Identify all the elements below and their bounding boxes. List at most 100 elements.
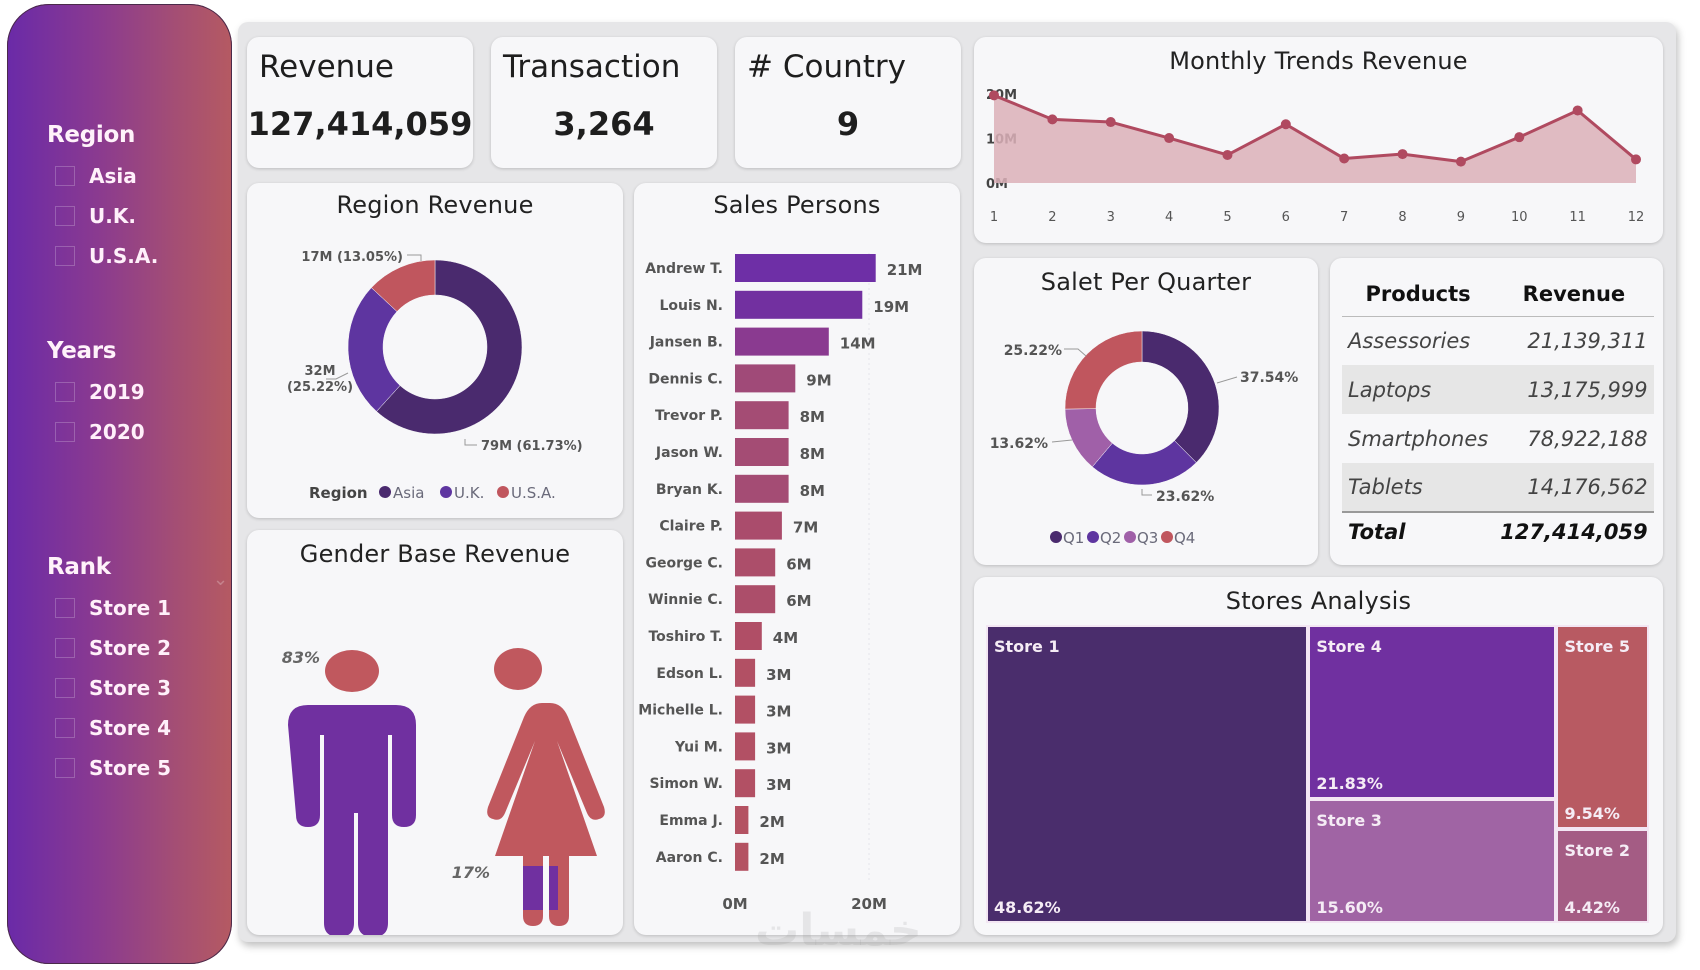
x-tick-label: 3 (1107, 210, 1115, 225)
donut-slice (371, 259, 436, 312)
slice-label: 13.62% (990, 436, 1048, 452)
bar (735, 254, 876, 282)
x-tick-label: 10 (1511, 210, 1528, 225)
category-label: Andrew T. (645, 261, 723, 277)
treemap-tile[interactable]: Store 4 21.83% (1308, 625, 1557, 799)
data-point (1514, 132, 1525, 143)
category-label: George C. (646, 555, 724, 571)
chart-title: Sales Persons (713, 191, 881, 219)
leader-line (1051, 439, 1073, 443)
tile-percent: 21.83% (1316, 773, 1383, 793)
products-table: Products Revenue Assessories 21,139,311 … (1342, 272, 1654, 550)
data-point (1280, 119, 1291, 130)
bar (735, 806, 749, 834)
product-name: Smartphones (1348, 426, 1489, 451)
checkbox[interactable] (55, 166, 75, 186)
rank-option-store-4[interactable]: Store 4 (47, 708, 171, 748)
x-tick-label: 4 (1165, 210, 1173, 225)
data-point (1339, 153, 1350, 164)
category-label: Simon W. (649, 776, 723, 792)
category-label: Louis N. (659, 298, 723, 314)
bar-value-label: 14M (840, 335, 876, 353)
bar-value-label: 21M (887, 261, 923, 279)
sales-persons-bar-chart: Andrew T. 21M Louis N. 19M Jansen B. 14M Denni… (638, 253, 923, 913)
tile-label: Store 4 (1316, 637, 1382, 656)
data-point (1164, 133, 1175, 144)
treemap-tile[interactable]: Store 5 9.54% (1556, 625, 1649, 829)
male-head (325, 650, 379, 692)
rank-option-store-3[interactable]: Store 3 (47, 668, 171, 708)
rank-option-store-2[interactable]: Store 2 (47, 628, 171, 668)
kpi-value: 127,414,059 (247, 105, 473, 143)
sales-persons-card: Sales Persons Andrew T. 21M Louis N. 19M Jan… (634, 183, 960, 935)
checkbox[interactable] (55, 382, 75, 402)
slice-label: 79M (61.73%) (481, 439, 583, 454)
legend-marker (379, 486, 391, 498)
category-label: Emma J. (659, 813, 723, 829)
bar-value-label: 2M (759, 813, 784, 831)
rank-option-store-1[interactable]: Store 1 (47, 588, 171, 628)
bar (735, 438, 789, 466)
leader-line (407, 254, 422, 261)
tile-percent: 9.54% (1564, 803, 1620, 823)
year-option-2019[interactable]: 2019 (47, 372, 145, 412)
bar-value-label: 8M (800, 445, 825, 463)
monthly-trends-card: Monthly Trends Revenue 0M10M20M123456789… (974, 37, 1663, 243)
column-header-products[interactable]: Products (1342, 272, 1495, 317)
product-name: Assessories (1348, 328, 1471, 353)
checkbox[interactable] (55, 758, 75, 778)
filter-sidebar: Region Asia U.K. U.S.A. Years 2019 2020 … (7, 4, 232, 964)
bar (735, 290, 863, 319)
leader-line (464, 439, 477, 446)
table-row: Assessories 21,139,311 (1342, 316, 1654, 365)
region-option-usa[interactable]: U.S.A. (47, 236, 158, 276)
bar (735, 364, 796, 393)
x-tick-label: 8 (1398, 210, 1406, 225)
leader-line (1064, 348, 1087, 357)
checkbox[interactable] (55, 598, 75, 618)
tile-percent: 48.62% (994, 898, 1061, 917)
option-label: 2019 (89, 380, 145, 404)
legend-label: U.K. (454, 484, 484, 502)
option-label: Store 5 (89, 756, 172, 780)
option-label: 2020 (89, 420, 145, 444)
bar (735, 401, 789, 430)
treemap-tile[interactable]: Store 3 15.60% (1308, 798, 1557, 923)
female-figure-icon (486, 703, 605, 926)
bar (735, 327, 829, 356)
bar-value-label: 7M (793, 519, 818, 537)
region-option-uk[interactable]: U.K. (47, 196, 158, 236)
bar (735, 585, 776, 614)
checkbox[interactable] (55, 718, 75, 738)
treemap-tile[interactable]: Store 1 48.62% (986, 625, 1309, 923)
chart-title: Stores Analysis (1225, 587, 1412, 615)
treemap-tile[interactable]: Store 2 4.42% (1556, 828, 1649, 923)
tile-label: Store 3 (1316, 810, 1382, 830)
option-label: Store 2 (89, 636, 172, 660)
kpi-label: # Country (747, 49, 906, 85)
kpi-value: 9 (836, 105, 860, 143)
checkbox[interactable] (55, 246, 75, 266)
checkbox[interactable] (55, 638, 75, 658)
column-header-revenue[interactable]: Revenue (1494, 272, 1654, 317)
checkbox[interactable] (55, 206, 75, 226)
data-point (1047, 114, 1058, 125)
donut-slice (1141, 330, 1220, 463)
monthly-trends-chart: 0M10M20M123456789101112 (986, 88, 1645, 225)
x-tick-label: 0M (722, 895, 747, 913)
category-label: Yui M. (674, 739, 723, 755)
region-option-asia[interactable]: Asia (47, 156, 158, 196)
bar (735, 622, 762, 650)
x-tick-label: 12 (1628, 210, 1645, 225)
checkbox[interactable] (55, 678, 75, 698)
product-name: Tablets (1342, 463, 1495, 512)
rank-option-store-5[interactable]: Store 5 (47, 748, 171, 788)
chevron-down-icon[interactable]: ⌄ (213, 569, 229, 590)
watermark: خمسات (755, 905, 922, 956)
bar-value-label: 4M (773, 629, 798, 647)
option-label: U.S.A. (89, 244, 159, 268)
year-option-2020[interactable]: 2020 (47, 412, 145, 452)
total-value: 127,414,059 (1494, 511, 1654, 550)
legend-marker (497, 486, 509, 498)
checkbox[interactable] (55, 422, 75, 442)
